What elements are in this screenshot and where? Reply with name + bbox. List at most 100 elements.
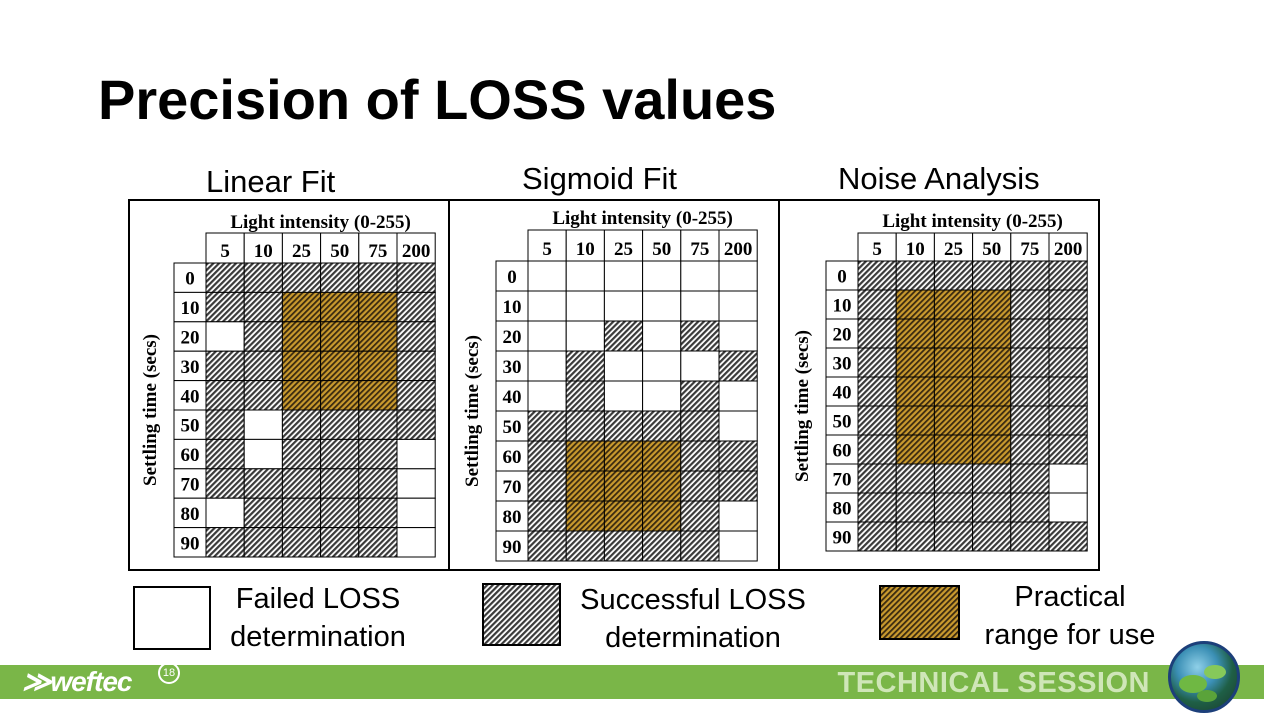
cell-failed [642, 350, 682, 382]
cell-failed [565, 320, 605, 352]
cell-practical [933, 434, 974, 465]
heatmap-grid-0: Light intensity (0-255) Settling time (se… [140, 212, 436, 558]
cell-success [603, 530, 644, 562]
cell-success [895, 463, 935, 494]
row-tick-label: 20 [833, 325, 852, 346]
cell-failed [1048, 492, 1088, 523]
cell-failed [642, 290, 682, 322]
cell-success [205, 409, 245, 440]
cell-practical [565, 440, 605, 472]
cell-failed [565, 290, 605, 322]
row-tick-label: 40 [833, 383, 852, 404]
cell-success [1010, 521, 1050, 552]
column-tick-label: 75 [1020, 239, 1039, 260]
cell-success [972, 521, 1012, 552]
legend-practical-line1: Practical [1014, 581, 1126, 613]
cell-practical [642, 500, 682, 532]
row-tick-label: 30 [181, 357, 200, 378]
cell-success [205, 438, 245, 470]
row-tick-label: 30 [503, 357, 522, 378]
cell-success [857, 260, 897, 291]
row-tick-label: 10 [833, 296, 852, 317]
row-tick-label: 60 [833, 441, 852, 462]
column-tick-label: 50 [982, 239, 1001, 260]
cell-success [642, 410, 682, 442]
cell-practical [933, 376, 974, 407]
y-axis-label: Settling time (secs) [792, 330, 813, 482]
weftec-chevron-icon: ≫ [22, 666, 51, 697]
cell-success [680, 440, 720, 472]
cell-failed [680, 260, 720, 292]
row-header-cell [825, 463, 859, 494]
cell-success [1010, 463, 1050, 494]
cell-success [320, 468, 360, 499]
cell-practical [642, 470, 682, 502]
cell-success [680, 500, 720, 532]
cell-failed [603, 260, 644, 292]
cell-practical [933, 318, 974, 349]
cell-practical [603, 470, 644, 502]
cell-success [281, 497, 322, 529]
cell-success [933, 463, 974, 494]
technical-session-label: TECHNICAL SESSION [837, 667, 1150, 699]
row-header-cell [173, 321, 207, 352]
cell-success [1010, 260, 1050, 291]
cell-success [565, 530, 605, 562]
column-tick-label: 10 [254, 241, 273, 262]
cell-success [243, 291, 283, 323]
cell-success [358, 497, 398, 529]
legend-swatch-success [482, 583, 561, 646]
row-tick-label: 90 [503, 537, 522, 558]
row-tick-label: 0 [185, 269, 195, 290]
row-tick-label: 80 [503, 507, 522, 528]
column-header-cell [396, 232, 436, 264]
cell-success [718, 470, 758, 502]
row-header-cell [825, 260, 859, 291]
heatmap-grid-2: Light intensity (0-255) Settling time (se… [792, 211, 1088, 552]
cell-success [281, 527, 322, 558]
column-header-cell [320, 232, 360, 264]
cell-practical [358, 291, 398, 323]
cell-success [857, 289, 897, 320]
cell-success [320, 438, 360, 470]
cell-practical [895, 405, 935, 436]
legend-label-failed: Failed LOSS determination [218, 580, 418, 656]
cell-success [895, 521, 935, 552]
cell-practical [281, 350, 322, 382]
cell-practical [281, 380, 322, 411]
cell-success [565, 350, 605, 382]
row-tick-label: 80 [181, 504, 200, 525]
cell-practical [642, 440, 682, 472]
cell-practical [603, 440, 644, 472]
cell-success [1048, 347, 1088, 378]
row-tick-label: 30 [833, 354, 852, 375]
cell-failed [680, 350, 720, 382]
cell-practical [281, 291, 322, 323]
cell-practical [320, 321, 360, 352]
cell-success [1048, 405, 1088, 436]
row-header-cell [825, 405, 859, 436]
cell-failed [718, 260, 758, 292]
cell-success [680, 320, 720, 352]
cell-success [205, 380, 245, 411]
cell-success [281, 438, 322, 470]
cell-failed [1048, 463, 1088, 494]
cell-practical [320, 380, 360, 411]
legend-failed-line1: Failed LOSS [235, 583, 401, 615]
column-header-cell [895, 232, 935, 262]
linear-fit-title: Linear Fit [206, 164, 336, 199]
cell-success [857, 405, 897, 436]
cell-failed [527, 380, 567, 412]
cell-success [281, 468, 322, 499]
cell-practical [895, 347, 935, 378]
sigmoid-fit-title: Sigmoid Fit [522, 161, 678, 196]
column-tick-label: 5 [872, 239, 882, 260]
cell-failed [243, 409, 283, 440]
row-tick-label: 60 [181, 445, 200, 466]
x-axis-label: Light intensity (0-255) [230, 212, 411, 233]
cell-success [358, 527, 398, 558]
row-tick-label: 90 [833, 528, 852, 549]
row-header-cell [173, 527, 207, 558]
cell-failed [396, 438, 436, 470]
